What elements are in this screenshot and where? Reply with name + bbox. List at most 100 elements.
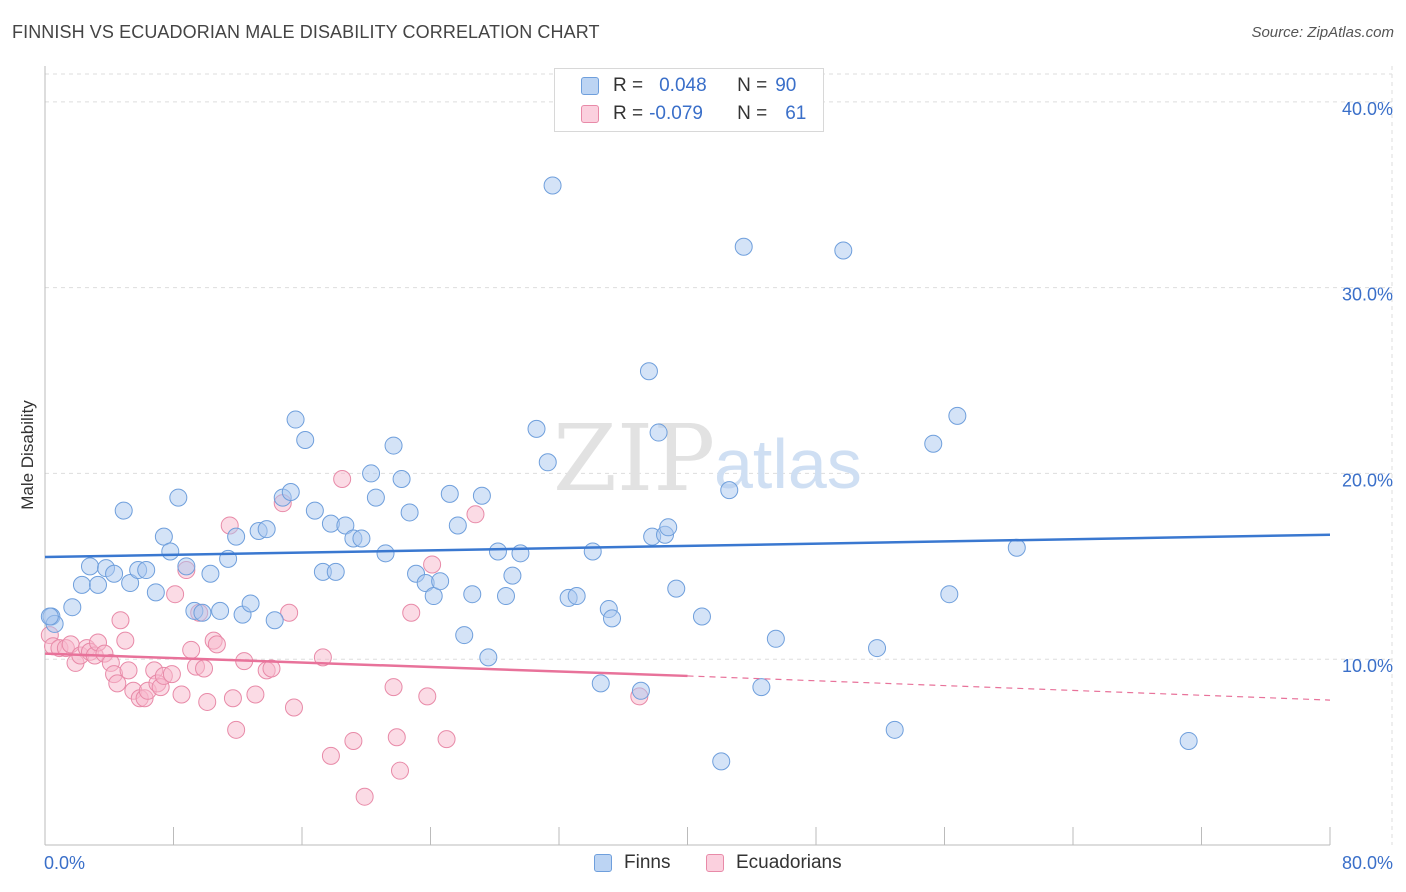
ecuadorians-point xyxy=(116,631,135,650)
ecuadorians-point xyxy=(207,635,226,654)
ecuadorians-r-label: R = xyxy=(613,103,644,124)
finns-point xyxy=(63,598,82,617)
finns-point xyxy=(659,518,678,537)
finns-n-label: N = xyxy=(737,75,768,96)
x-tick-label-min: 0.0% xyxy=(44,853,85,873)
finns-legend-swatch xyxy=(594,854,612,872)
ecuadorians-point xyxy=(313,648,332,667)
ecuadorians-trend-line xyxy=(44,652,688,678)
ecuadorians-point xyxy=(344,731,363,750)
ecuadorians-legend-swatch xyxy=(706,854,724,872)
finns-point xyxy=(431,572,450,591)
finns-point xyxy=(201,564,220,583)
ecuadorians-n-value: 61 xyxy=(785,103,807,124)
ecuadorians-point xyxy=(280,603,299,622)
finns-point xyxy=(121,574,140,593)
finns-point xyxy=(366,488,385,507)
finns-point xyxy=(1007,538,1026,557)
finns-point xyxy=(72,575,91,594)
ecuadorians-point xyxy=(387,728,406,747)
axis-layer xyxy=(44,66,1331,846)
finns-point xyxy=(265,611,284,630)
finns-point xyxy=(384,436,403,455)
finns-n-value: 90 xyxy=(775,75,797,96)
points-layer xyxy=(40,176,1198,806)
ecuadorians-point xyxy=(466,505,485,524)
tick-label-layer: 10.0% 20.0% 30.0% 40.0% 0.0% 80.0% xyxy=(44,99,1393,873)
finns-point xyxy=(567,587,586,606)
y-tick-label: 20.0% xyxy=(1342,470,1393,490)
ecuadorians-point xyxy=(437,730,456,749)
ecuadorians-point xyxy=(355,787,374,806)
finns-point xyxy=(455,626,474,645)
finns-point xyxy=(105,564,124,583)
finns-point xyxy=(400,503,419,522)
legend-item-ecuadorians[interactable]: Ecuadorians xyxy=(706,852,842,874)
ecuadorians-point xyxy=(333,470,352,489)
finns-swatch xyxy=(581,77,599,95)
finns-point xyxy=(326,562,345,581)
finns-point xyxy=(940,585,959,604)
ecuadorians-legend-label: Ecuadorians xyxy=(736,852,842,873)
finns-r-value: 0.048 xyxy=(659,75,707,96)
finns-point xyxy=(720,481,739,500)
trend-layer xyxy=(44,533,1331,701)
finns-point xyxy=(161,542,180,561)
y-tick-label: 30.0% xyxy=(1342,285,1393,305)
finns-point xyxy=(177,557,196,576)
finns-point xyxy=(257,520,276,539)
finns-trend-line xyxy=(44,533,1331,559)
finns-point xyxy=(511,544,530,563)
finns-point xyxy=(463,585,482,604)
grid-layer xyxy=(45,66,1393,845)
ecuadorians-point xyxy=(166,585,185,604)
finns-point xyxy=(667,579,686,598)
ecuadorians-point xyxy=(223,689,242,708)
finns-point xyxy=(241,594,260,613)
ecuadorians-point xyxy=(172,685,191,704)
finns-point xyxy=(296,430,315,449)
finns-point xyxy=(448,516,467,535)
finns-point xyxy=(336,516,355,535)
finns-point xyxy=(834,241,853,260)
finns-point xyxy=(424,587,443,606)
x-tick-label-max: 80.0% xyxy=(1342,853,1393,873)
ecuadorians-point xyxy=(119,661,138,680)
ecuadorians-point xyxy=(321,746,340,765)
finns-r-label: R = xyxy=(613,75,644,96)
legend-row-ecuadorians: R = -0.079 N = 61 xyxy=(555,99,806,129)
finns-point xyxy=(538,453,557,472)
chart-title: FINNISH VS ECUADORIAN MALE DISABILITY CO… xyxy=(12,22,600,42)
finns-point xyxy=(583,542,602,561)
finns-point xyxy=(305,501,324,520)
finns-point xyxy=(472,486,491,505)
finns-point xyxy=(211,601,230,620)
ecuadorians-point xyxy=(423,555,442,574)
finns-point xyxy=(40,607,59,626)
ecuadorians-point xyxy=(111,611,130,630)
finns-point xyxy=(639,362,658,381)
ecuadorians-r-value: -0.079 xyxy=(649,103,703,124)
finns-point xyxy=(80,557,99,576)
finns-point xyxy=(885,720,904,739)
finns-point xyxy=(734,237,753,256)
y-tick-label: 40.0% xyxy=(1342,99,1393,119)
watermark-zip: ZIP xyxy=(553,405,715,512)
ecuadorians-point xyxy=(227,720,246,739)
ecuadorians-point xyxy=(246,685,265,704)
finns-point xyxy=(631,681,650,700)
ecuadorians-point xyxy=(418,687,437,706)
ecuadorians-point xyxy=(384,678,403,697)
ecuadorians-point xyxy=(162,665,181,684)
finns-point xyxy=(286,410,305,429)
ecuadorians-point xyxy=(262,659,281,678)
watermark-atlas: atlas xyxy=(714,425,862,503)
finns-point xyxy=(712,752,731,771)
legend-item-finns[interactable]: Finns xyxy=(594,852,670,874)
finns-point xyxy=(154,527,173,546)
finns-point xyxy=(766,629,785,648)
finns-point xyxy=(227,527,246,546)
ecuadorians-n-label: N = xyxy=(737,103,768,124)
finns-point xyxy=(193,603,212,622)
ecuadorians-point xyxy=(108,674,127,693)
